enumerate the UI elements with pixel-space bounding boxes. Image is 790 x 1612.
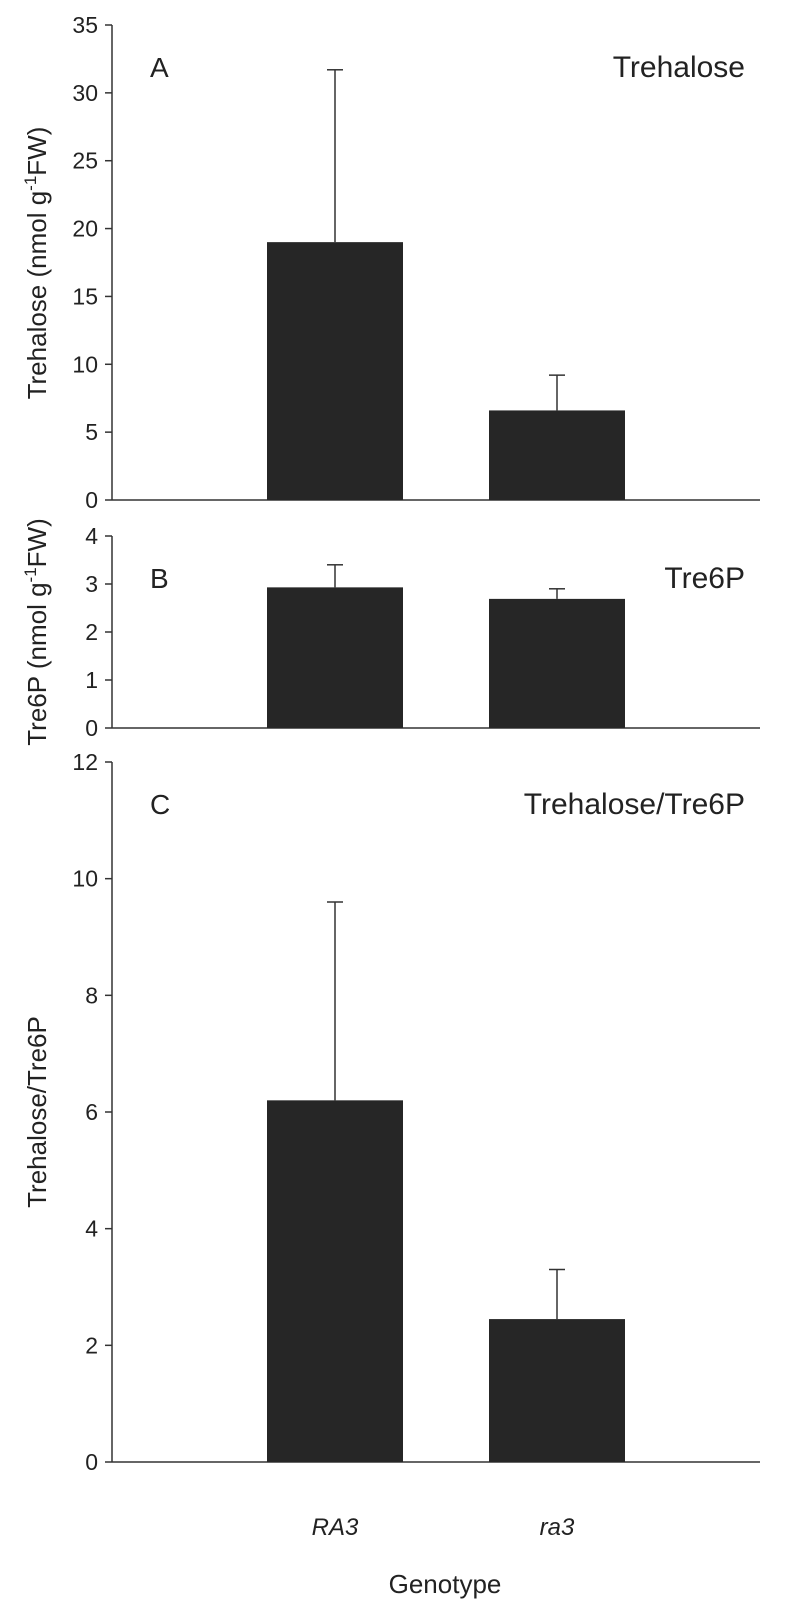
y-tick-label: 2	[85, 619, 98, 645]
y-tick-label: 12	[72, 749, 98, 775]
y-tick-label: 1	[85, 667, 98, 693]
panel-letter: B	[150, 563, 169, 594]
y-tick-label: 0	[85, 487, 98, 513]
y-tick-label: 15	[72, 283, 98, 309]
x-axis: RA3 ra3 Genotype	[312, 1514, 575, 1599]
bar-ra3	[489, 410, 625, 500]
y-tick-label: 30	[72, 80, 98, 106]
panel-title: Tre6P	[664, 562, 745, 595]
y-tick-label: 5	[85, 419, 98, 445]
panel-title: Trehalose	[613, 51, 745, 84]
y-tick-label: 3	[85, 571, 98, 597]
y-tick-label: 8	[85, 982, 98, 1008]
panel-letter: C	[150, 789, 170, 820]
bar-ra3	[489, 598, 625, 728]
y-axis-title: Trehalose/Tre6P	[22, 1016, 52, 1208]
bar-ra3	[489, 1319, 625, 1462]
category-label-RA3: RA3	[312, 1514, 359, 1541]
panel-C: 0 2 4 6 8 10 12 C Trehalose/Tre6P Trehalose/Tre6P	[22, 749, 760, 1475]
y-tick-label: 4	[85, 523, 98, 549]
y-tick-label: 10	[72, 351, 98, 377]
y-tick-label: 35	[72, 12, 98, 38]
panel-letter: A	[150, 52, 169, 83]
y-tick-label: 25	[72, 148, 98, 174]
y-tick-label: 2	[85, 1332, 98, 1358]
y-tick-label: 0	[85, 1449, 98, 1475]
y-axis-title-main: Trehalose (nmol g	[22, 191, 52, 400]
y-tick-label: 20	[72, 216, 98, 242]
y-tick-label: 0	[85, 715, 98, 741]
y-axis-title: Trehalose (nmol g-1FW)	[21, 127, 52, 400]
y-tick-label: 6	[85, 1099, 98, 1125]
y-axis-title-tail: FW)	[22, 127, 52, 176]
bar-RA3	[267, 587, 403, 728]
y-axis-title: Tre6P (nmol g-1FW)	[21, 518, 52, 746]
y-axis-title-main: Tre6P (nmol g	[22, 582, 52, 745]
panel-B: 0 1 2 3 4 B Tre6P Tre6P (nmol g-1FW)	[21, 518, 760, 746]
category-label-ra3: ra3	[540, 1514, 575, 1541]
panel-title: Trehalose/Tre6P	[524, 788, 745, 821]
bar-RA3	[267, 242, 403, 500]
y-tick-label: 10	[72, 866, 98, 892]
y-axis-title-main: Trehalose/Tre6P	[22, 1016, 52, 1208]
y-axis-title-superscript: -1	[21, 176, 40, 191]
y-tick-label: 4	[85, 1216, 98, 1242]
y-axis-title-superscript: -1	[21, 567, 40, 582]
x-axis-title: Genotype	[389, 1569, 502, 1599]
y-axis-title-tail: FW)	[22, 518, 52, 567]
panel-A: 0 5 10 15 20 25 30 35 A Trehalose Trehalose (nmol …	[21, 12, 760, 513]
bar-RA3	[267, 1100, 403, 1462]
